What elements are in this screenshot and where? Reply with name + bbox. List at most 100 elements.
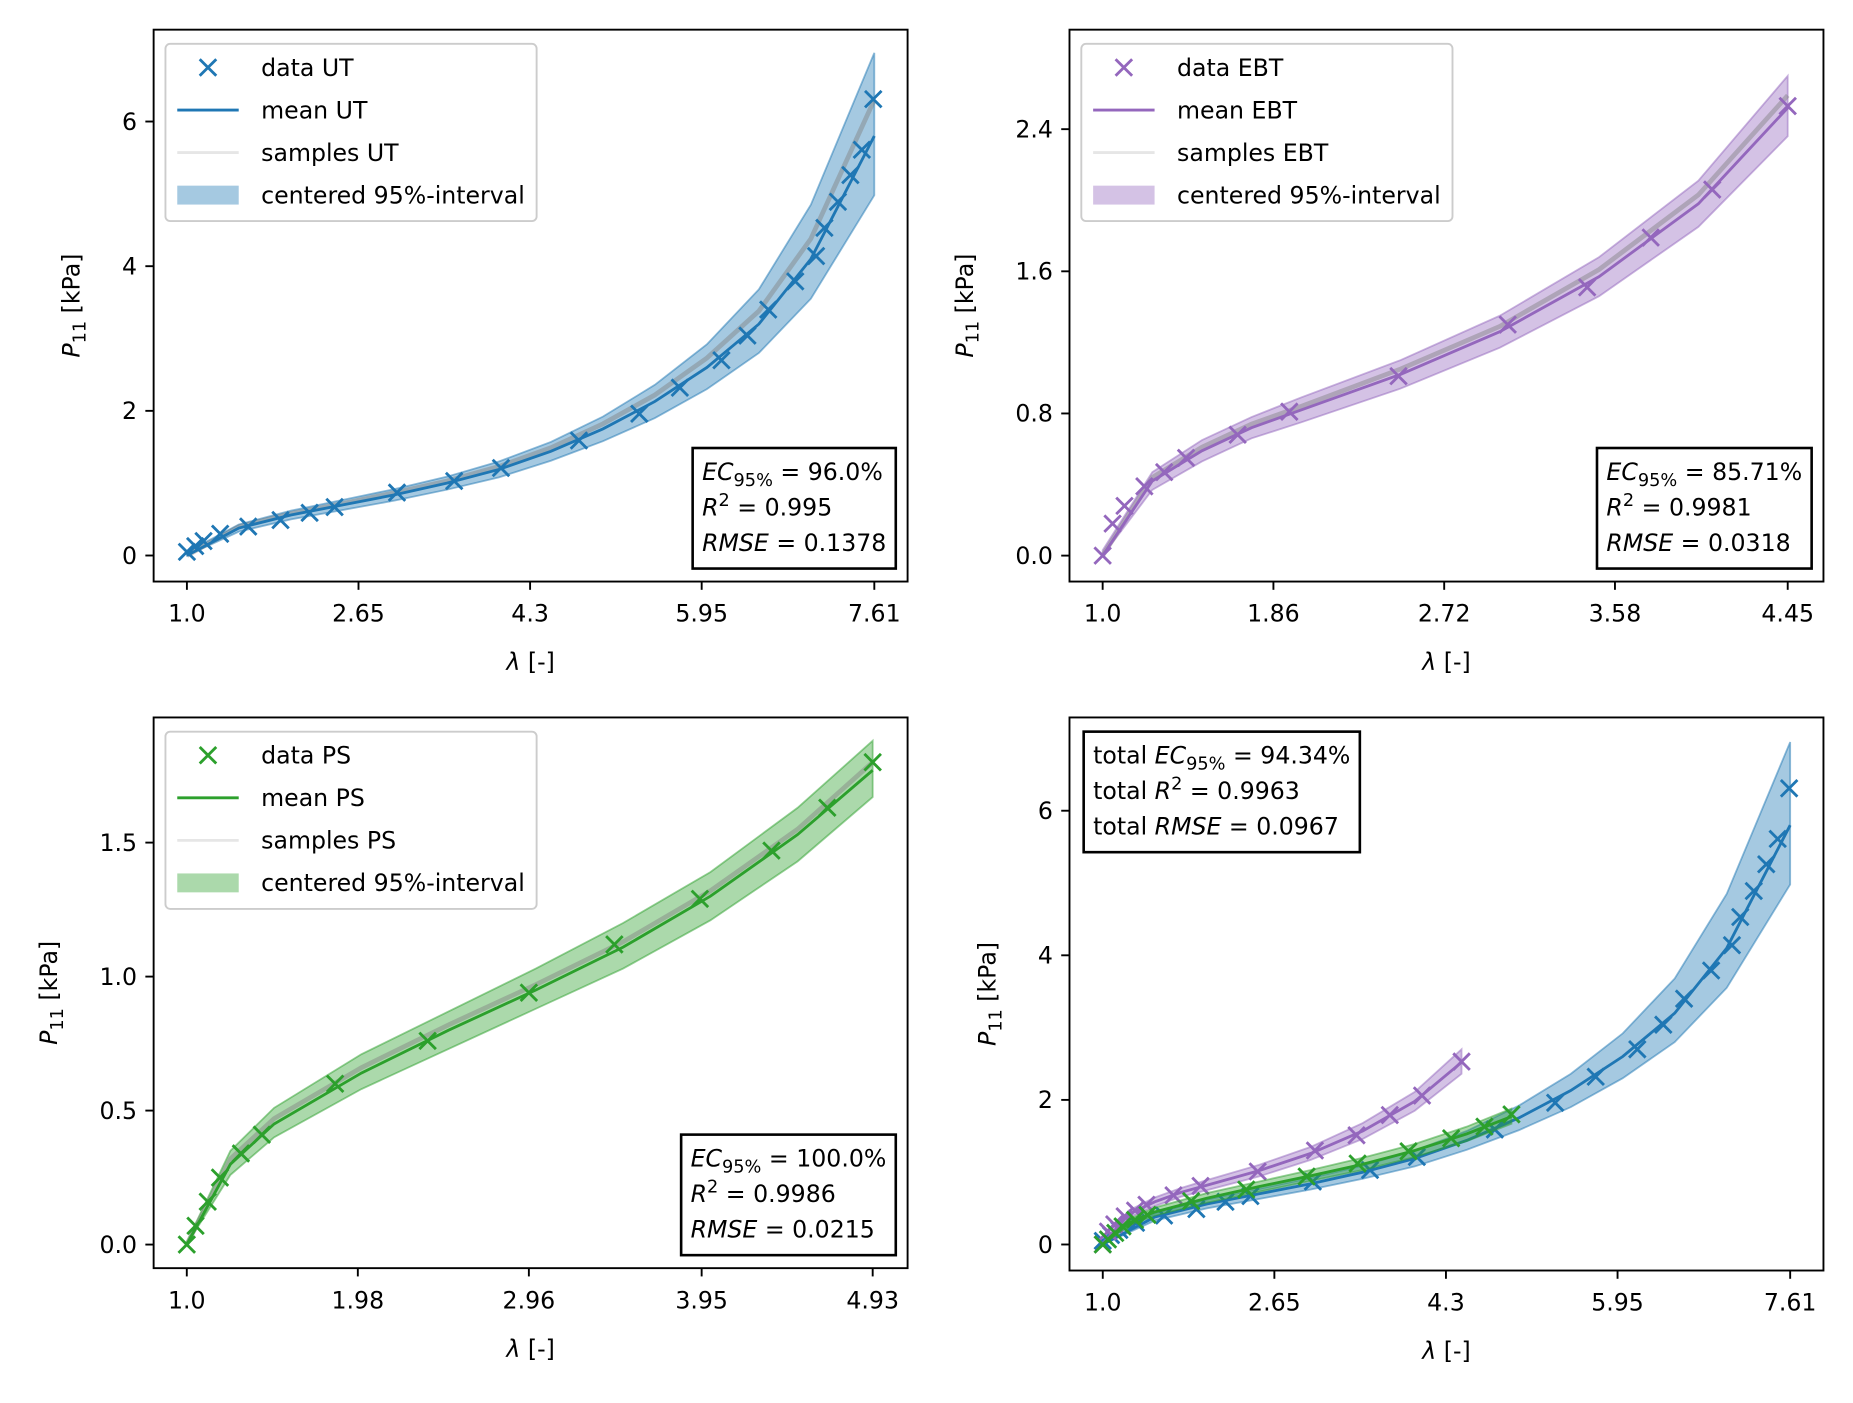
y-label-symbol: P: [973, 1031, 1001, 1046]
axes-frame: [1068, 28, 1825, 583]
data-point: [194, 531, 213, 551]
data-point: [177, 542, 197, 562]
y-tick-label: 2.4: [1015, 115, 1053, 143]
y-label-unit: [kPa]: [58, 254, 86, 321]
y-tick-label: 4: [122, 252, 137, 280]
y-tick-label: 1.0: [100, 963, 138, 991]
stats-line: total RMSE = 0.0967: [1093, 812, 1339, 840]
legend-box: [164, 730, 538, 910]
stats-box: total EC95% = 94.34%total R2 = 0.9963tot…: [1082, 730, 1362, 854]
legend-label: centered 95%-interval: [261, 869, 525, 897]
x-tick-label: 4.3: [511, 600, 549, 628]
stats-sub: 95%: [1186, 754, 1225, 774]
data-point: [1502, 1105, 1521, 1124]
stats-line: R2 = 0.995: [702, 491, 832, 521]
y-tick-label: 0.0: [100, 1231, 138, 1259]
data-point: [186, 1216, 205, 1236]
data-point: [1441, 1128, 1461, 1148]
data-point: [852, 140, 872, 160]
stats-value: = 0.0318: [1673, 529, 1790, 557]
stats-sup: 2: [1623, 491, 1634, 511]
data-point: [762, 841, 781, 860]
data-point: [1778, 96, 1797, 116]
data-point: [252, 1125, 272, 1144]
legend-label: data UT: [261, 54, 354, 82]
data-point: [1756, 854, 1776, 874]
x-axis-label: λ [-]: [504, 1335, 554, 1363]
x-label-unit: [-]: [520, 1335, 554, 1363]
y-tick-label: 6: [1038, 797, 1053, 825]
legend-marker: [198, 745, 218, 765]
data-point: [1702, 180, 1722, 199]
stats-sub: 95%: [1638, 471, 1677, 491]
stats-prefix: total: [1093, 742, 1155, 770]
legend-patch: [1093, 185, 1155, 205]
x-tick-label: 4.45: [1761, 600, 1814, 628]
stats-value: = 0.995: [730, 493, 832, 521]
stats-var: R: [1155, 777, 1171, 805]
stats-frame: [1595, 446, 1813, 570]
data-point: [1577, 278, 1597, 297]
x-label-symbol: λ: [1420, 1337, 1436, 1365]
data-point: [1768, 829, 1787, 849]
data-point: [210, 1168, 230, 1187]
stats-line: R2 = 0.9981: [1606, 491, 1751, 521]
legend-patch: [177, 873, 239, 893]
data-point: [1248, 1162, 1267, 1181]
y-tick-label: 0.5: [100, 1097, 138, 1125]
data-point: [1730, 907, 1750, 927]
y-label-symbol: P: [58, 343, 86, 358]
stats-value: = 94.34%: [1225, 742, 1350, 770]
data-point: [1113, 1217, 1132, 1236]
data-point: [1103, 514, 1122, 533]
x-axis-label: λ [-]: [1420, 1337, 1470, 1365]
data-point: [1138, 1205, 1157, 1225]
stats-line: EC95% = 100.0%: [691, 1145, 887, 1178]
stats-frame: [691, 446, 898, 570]
mean-line: [185, 769, 874, 1246]
data-point: [1176, 448, 1196, 468]
stats-value: = 0.0215: [757, 1215, 874, 1243]
plot-area: [1093, 741, 1799, 1254]
data-point: [815, 218, 834, 238]
data-point: [1348, 1154, 1367, 1173]
stats-sup: 2: [1171, 775, 1182, 795]
stats-var: EC: [702, 458, 734, 486]
stats-frame: [679, 1133, 898, 1257]
data-point: [863, 89, 883, 109]
x-label-symbol: λ: [1420, 648, 1436, 676]
legend-box: [164, 42, 538, 223]
data-point: [231, 1144, 251, 1163]
data-point: [177, 1235, 197, 1254]
subplot: 0 2 4 6 1.0 2.65 4.3 5.95 7.61 λ [-] P11 [kPa] data…: [58, 28, 909, 676]
data-point: [1389, 366, 1408, 386]
y-tick-label: 0.0: [1015, 542, 1053, 570]
data-point: [198, 1192, 218, 1211]
data-point: [1399, 1141, 1418, 1161]
data-point: [841, 165, 860, 185]
data-point: [387, 483, 407, 502]
stats-prefix: total: [1093, 812, 1155, 840]
plot-area: [177, 52, 883, 562]
data-point: [690, 889, 710, 909]
x-tick-label: 4.93: [846, 1286, 899, 1314]
data-point: [1674, 989, 1694, 1008]
data-point: [630, 404, 649, 424]
legend-label: samples EBT: [1177, 139, 1329, 167]
stats-line: RMSE = 0.0318: [1606, 529, 1790, 557]
data-point: [1228, 425, 1247, 445]
data-point: [491, 458, 511, 478]
x-label-symbol: λ: [504, 648, 520, 676]
data-point: [1452, 1052, 1471, 1071]
x-tick-label: 2.65: [332, 600, 385, 628]
y-tick-label: 1.6: [1015, 258, 1053, 286]
stats-line: total EC95% = 94.34%: [1093, 742, 1350, 775]
stats-line: R2 = 0.9986: [691, 1178, 836, 1208]
x-tick-label: 4.3: [1427, 1289, 1465, 1317]
legend-label: mean PS: [261, 784, 365, 812]
data-point: [569, 431, 589, 450]
y-axis-label: P11 [kPa]: [951, 254, 984, 358]
stats-line: RMSE = 0.1378: [702, 529, 886, 557]
data-point: [1545, 1093, 1565, 1113]
